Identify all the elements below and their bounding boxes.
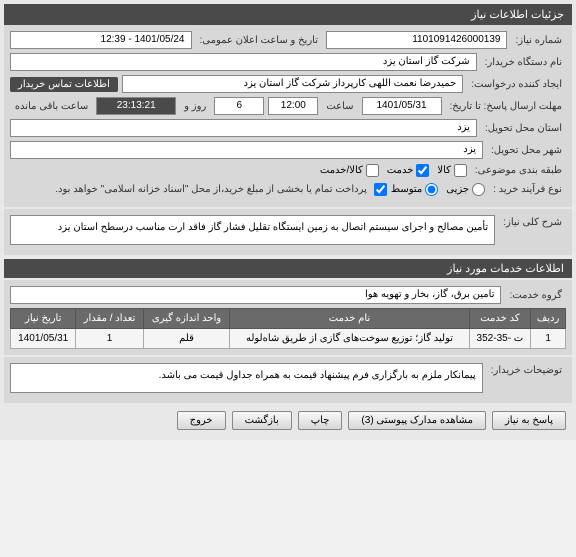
requester-field: حمیدرضا نعمت اللهی کارپرداز شرکت گاز است… (122, 75, 463, 93)
requester-label: ایجاد کننده درخواست: (467, 77, 566, 92)
province-label: استان محل تحویل: (481, 121, 566, 136)
back-button[interactable]: بازگشت (232, 411, 292, 430)
motavaset-option[interactable]: متوسط (391, 183, 438, 196)
payment-note: پرداخت تمام یا بخشی از مبلغ خرید،از محل … (51, 182, 371, 197)
col-qty: تعداد / مقدار (76, 309, 143, 329)
col-date: تاریخ نیاز (11, 309, 76, 329)
kala-khedmat-checkbox[interactable] (366, 164, 379, 177)
services-section: گروه خدمت: تامین برق، گاز، بخار و تهویه … (4, 280, 572, 355)
buyer-notes-value: پیمانکار ملزم به بارگزاری فرم پیشنهاد قی… (10, 363, 483, 393)
services-table: ردیف کد خدمت نام خدمت واحد اندازه گیری ت… (10, 308, 566, 349)
province-field: یزد (10, 119, 477, 137)
page-title: جزئیات اطلاعات نیاز (471, 9, 564, 21)
process-radios: جزیی متوسط (391, 183, 485, 196)
buyer-org-label: نام دستگاه خریدار: (481, 55, 566, 70)
process-label: نوع فرآیند خرید : (489, 182, 566, 197)
service-group-label: گروه خدمت: (505, 288, 566, 303)
button-row: پاسخ به نیاز مشاهده مدارک پیوستی (3) چاپ… (4, 405, 572, 436)
cell-code: ت -35-352 (469, 329, 531, 349)
announce-label: تاریخ و ساعت اعلان عمومی: (196, 33, 323, 48)
description-section: شرح کلی نیاز: تأمین مصالح و اجرای سیستم … (4, 209, 572, 255)
cell-qty: 1 (76, 329, 143, 349)
kala-checkbox[interactable] (454, 164, 467, 177)
kala-option[interactable]: کالا (437, 164, 467, 177)
payment-checkbox[interactable] (374, 183, 387, 196)
payment-note-item[interactable]: پرداخت تمام یا بخشی از مبلغ خرید،از محل … (51, 182, 387, 197)
attachments-button[interactable]: مشاهده مدارک پیوستی (3) (348, 411, 486, 430)
deadline-label: مهلت ارسال پاسخ: تا تاریخ: (446, 99, 566, 114)
buyer-org-field: شرکت گاز استان یزد (10, 53, 477, 71)
request-number-label: شماره نیاز: (511, 33, 566, 48)
desc-label: شرح کلی نیاز: (499, 215, 566, 230)
col-code: کد خدمت (469, 309, 531, 329)
desc-value: تأمین مصالح و اجرای سیستم اتصال به زمین … (10, 215, 495, 245)
exit-button[interactable]: خروج (177, 411, 226, 430)
subject-group-label: طبقه بندی موضوعی: (471, 163, 566, 178)
col-unit: واحد اندازه گیری (143, 309, 230, 329)
day-label: روز و (180, 99, 210, 114)
khedmat-option[interactable]: خدمت (387, 164, 430, 177)
print-button[interactable]: چاپ (298, 411, 343, 430)
hour-label: ساعت (322, 99, 357, 114)
city-field: یزد (10, 141, 483, 159)
remaining-label: ساعت باقی مانده (11, 99, 92, 114)
request-number-field: 1101091426000139 (326, 31, 507, 49)
table-row: 1 ت -35-352 تولید گاز؛ توزیع سوخت‌های گا… (11, 329, 566, 349)
jozei-option[interactable]: جزیی (446, 183, 485, 196)
respond-button[interactable]: پاسخ به نیاز (492, 411, 566, 430)
page-title-bar: جزئیات اطلاعات نیاز (4, 4, 572, 25)
khedmat-checkbox[interactable] (416, 164, 429, 177)
cell-name: تولید گاز؛ توزیع سوخت‌های گازی از طریق ش… (230, 329, 469, 349)
services-header: اطلاعات خدمات مورد نیاز (4, 259, 572, 278)
main-info-section: شماره نیاز: 1101091426000139 تاریخ و ساع… (4, 25, 572, 207)
service-group-field: تامین برق، گاز، بخار و تهویه هوا (10, 286, 501, 304)
deadline-days-field: 6 (214, 97, 264, 115)
announce-field: 1401/05/24 - 12:39 (10, 31, 191, 49)
cell-date: 1401/05/31 (11, 329, 76, 349)
remaining-time-field: 23:13:21 (96, 97, 176, 115)
deadline-hour-field: 12:00 (268, 97, 318, 115)
motavaset-radio[interactable] (425, 183, 438, 196)
cell-unit: قلم (143, 329, 230, 349)
col-name: نام خدمت (230, 309, 469, 329)
buyer-notes-section: توضیحات خریدار: پیمانکار ملزم به بارگزار… (4, 357, 572, 403)
kala-khedmat-option[interactable]: کالا/خدمت (320, 164, 379, 177)
deadline-date-field: 1401/05/31 (362, 97, 442, 115)
buyer-notes-label: توضیحات خریدار: (487, 363, 566, 378)
city-label: شهر محل تحویل: (487, 143, 566, 158)
col-row: ردیف (531, 309, 566, 329)
cell-row: 1 (531, 329, 566, 349)
subject-group-radios: کالا خدمت کالا/خدمت (320, 164, 467, 177)
jozei-radio[interactable] (472, 183, 485, 196)
contact-badge[interactable]: اطلاعات تماس خریدار (10, 77, 118, 92)
